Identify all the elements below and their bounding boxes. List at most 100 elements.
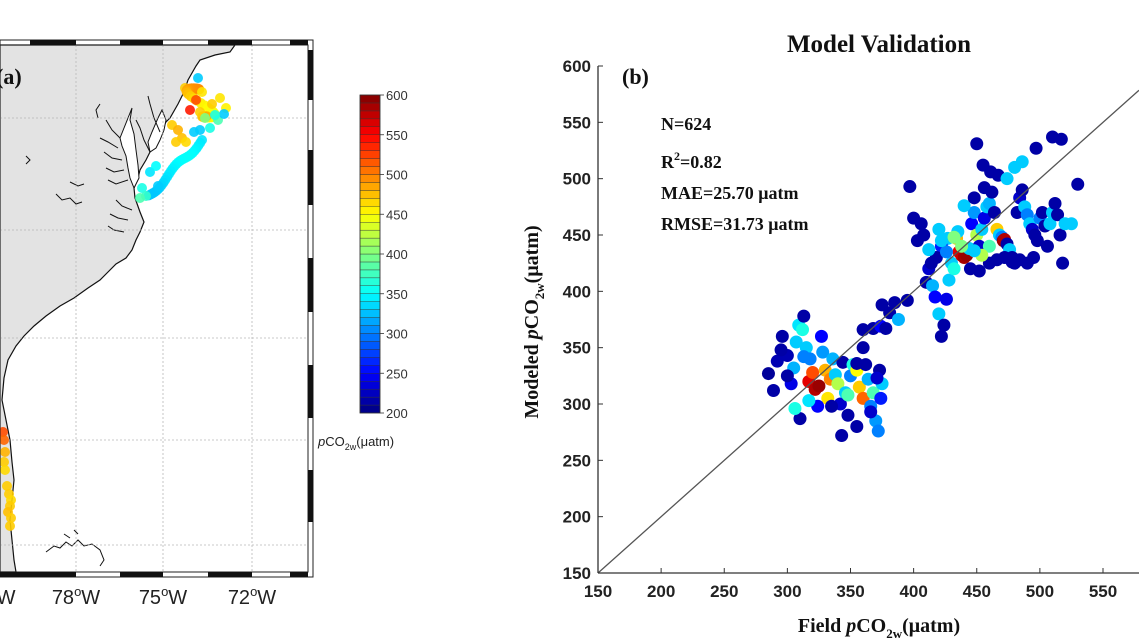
chart-title: Model Validation <box>787 31 971 58</box>
scatter-point <box>806 365 820 379</box>
scatter-point <box>1071 177 1085 191</box>
colorbar-tick-label: 550 <box>386 128 408 143</box>
colorbar-step <box>359 174 381 183</box>
colorbar-step <box>359 285 381 294</box>
scatter-point <box>982 239 996 253</box>
scatter-points <box>761 130 1085 443</box>
scatter-point <box>1043 217 1057 231</box>
colorbar-step <box>359 126 381 135</box>
colorbar-step <box>359 118 381 127</box>
scatter-point <box>1015 183 1029 197</box>
scatter-point <box>793 412 807 426</box>
map-gridlines <box>0 45 308 572</box>
map-point <box>197 87 207 97</box>
colorbar-tick-label: 450 <box>386 207 408 222</box>
y-tick-label: 150 <box>563 564 591 583</box>
colorbar-tick-label: 500 <box>386 168 408 183</box>
scatter-point <box>812 379 826 393</box>
scatter-point <box>888 296 902 310</box>
scatter-point <box>875 298 889 312</box>
scatter-point <box>957 199 971 213</box>
map-observation-points <box>0 73 231 531</box>
y-tick-label: 400 <box>563 282 591 301</box>
scatter-point <box>967 191 981 205</box>
colorbar: 200 250 300 350 400 450 500 550 600 <box>359 88 408 421</box>
map-point <box>200 113 210 123</box>
scatter-point <box>891 313 905 326</box>
map-point <box>181 137 191 147</box>
colorbar-step <box>359 277 381 287</box>
map-point <box>207 99 217 109</box>
colorbar-step <box>359 134 381 143</box>
colorbar-step <box>359 325 381 334</box>
scatter-point <box>802 394 816 408</box>
scatter-point <box>796 323 810 337</box>
scatter-point <box>761 367 775 381</box>
map-frame-segment <box>208 572 252 577</box>
scatter-point <box>967 244 981 258</box>
scatter-point <box>788 402 802 416</box>
x-tick-label: 400 <box>899 582 927 601</box>
map-point <box>191 95 201 105</box>
y-tick-label: 250 <box>563 451 591 470</box>
scatter-point <box>967 205 981 219</box>
scatter-point <box>928 290 942 304</box>
scatter-point <box>864 405 878 419</box>
scatter-point <box>934 329 948 343</box>
x-tick-label: 550 <box>1089 582 1117 601</box>
colorbar-step <box>359 357 381 366</box>
x-axis-label: Field pCO2w(μatm) <box>798 615 960 641</box>
one-to-one-line <box>597 89 1139 574</box>
scatter-point <box>836 355 850 369</box>
scatter-point <box>955 239 969 253</box>
scatter-point <box>856 341 870 355</box>
scatter-point <box>1064 217 1078 231</box>
map-point <box>6 513 16 523</box>
stat-mae: MAE=25.70 μatm <box>661 183 798 203</box>
x-tick-label: 350 <box>836 582 864 601</box>
scatter-axes: 150 200 250 300 350 400 450 500 550 150 200 250 300 3… <box>563 57 1139 601</box>
y-tick-label: 550 <box>563 113 591 132</box>
map-point <box>2 481 12 491</box>
scatter-point <box>942 273 956 287</box>
scatter-point <box>1056 256 1070 270</box>
scatter-point <box>926 279 940 293</box>
scatter-point <box>900 293 914 307</box>
colorbar-step <box>359 253 381 263</box>
scatter-point <box>797 350 811 364</box>
map-point <box>193 73 203 83</box>
colorbar-step <box>359 261 381 271</box>
scatter-point <box>965 217 979 231</box>
scatter-point <box>1035 205 1049 219</box>
lon-tick-label: 78oW <box>52 584 100 609</box>
scatter-point <box>826 352 840 366</box>
scatter-point <box>1054 132 1068 146</box>
scatter-point <box>879 322 893 336</box>
map-point <box>0 465 10 475</box>
map-panel-label: (a) <box>0 64 22 89</box>
x-tick-label: 250 <box>710 582 738 601</box>
colorbar-step <box>359 388 381 398</box>
map-frame-segment <box>308 470 313 522</box>
x-tick-label: 150 <box>584 582 612 601</box>
map-frame <box>0 39 314 578</box>
colorbar-step <box>359 214 381 223</box>
colorbar-tick-label: 350 <box>386 287 408 302</box>
map-point <box>219 109 229 119</box>
lon-tick-label: 72oW <box>228 584 276 609</box>
lon-tick-label: W <box>0 587 16 609</box>
map-point <box>189 127 199 137</box>
x-tick-label: 200 <box>647 582 675 601</box>
scatter-point <box>766 383 780 397</box>
colorbar-step <box>359 396 381 406</box>
map-lon-labels: W 78oW 75oW 72oW <box>0 584 276 609</box>
scatter-point <box>939 292 953 306</box>
x-tick-label: 450 <box>963 582 991 601</box>
map-frame-segment <box>308 258 313 312</box>
colorbar-step <box>359 110 381 120</box>
scatter-point <box>774 343 788 357</box>
colorbar-step <box>359 198 381 207</box>
scatter-point <box>841 408 855 422</box>
colorbar-step <box>359 221 381 231</box>
